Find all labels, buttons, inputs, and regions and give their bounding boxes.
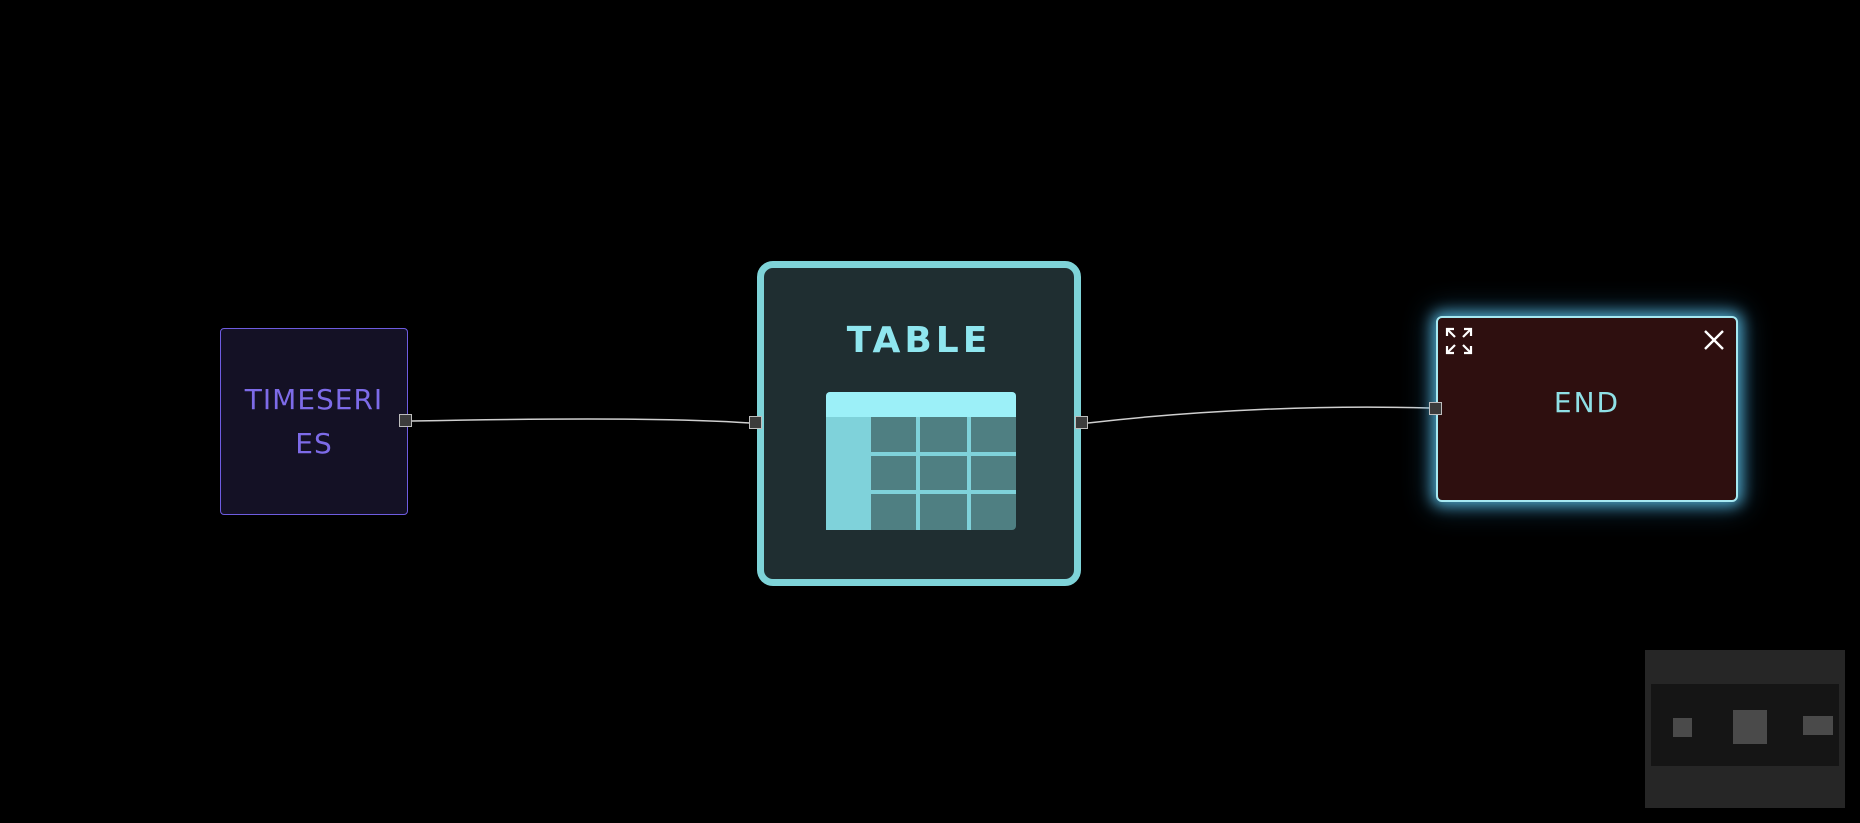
end-input-port[interactable]	[1429, 402, 1442, 415]
end-node-label: END	[1553, 386, 1621, 419]
table-input-port[interactable]	[749, 416, 762, 429]
timeseries-node[interactable]: TIMESERIES	[220, 328, 408, 515]
expand-icon[interactable]	[1444, 326, 1474, 356]
table-node[interactable]: TABLE	[757, 261, 1081, 586]
timeseries-node-label: TIMESERIES	[244, 382, 384, 460]
minimap-node-end	[1803, 716, 1833, 735]
minimap[interactable]	[1645, 650, 1845, 808]
table-icon	[826, 392, 1016, 534]
table-output-port[interactable]	[1075, 416, 1088, 429]
table-node-label: TABLE	[846, 320, 992, 361]
minimap-node-table	[1733, 710, 1767, 744]
minimap-node-timeseries	[1673, 718, 1692, 737]
edge-table-to-end[interactable]	[1087, 406, 1431, 424]
close-icon[interactable]	[1700, 326, 1728, 354]
minimap-viewport[interactable]	[1651, 684, 1839, 766]
end-node[interactable]: END	[1436, 316, 1738, 502]
edge-timeseries-to-table[interactable]	[411, 418, 751, 424]
timeseries-output-port[interactable]	[399, 414, 412, 427]
